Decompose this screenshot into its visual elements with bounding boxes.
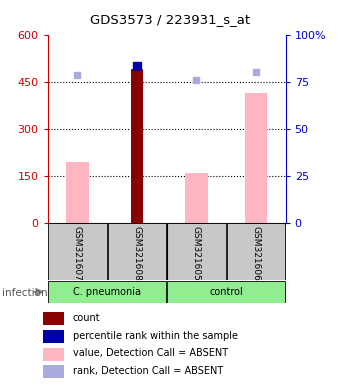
Text: rank, Detection Call = ABSENT: rank, Detection Call = ABSENT <box>73 366 223 376</box>
Bar <box>185 172 208 223</box>
Bar <box>48 223 106 280</box>
Text: C. pneumonia: C. pneumonia <box>73 287 141 297</box>
Text: GSM321607: GSM321607 <box>73 225 82 280</box>
Text: GSM321606: GSM321606 <box>251 225 260 280</box>
Text: GSM321608: GSM321608 <box>132 225 141 280</box>
Bar <box>244 93 267 223</box>
Bar <box>48 281 166 303</box>
Bar <box>66 162 89 223</box>
Bar <box>131 69 143 223</box>
Bar <box>43 312 64 325</box>
Bar <box>43 348 64 361</box>
Bar <box>167 223 225 280</box>
Bar <box>43 366 64 378</box>
Bar <box>167 281 285 303</box>
Text: count: count <box>73 313 101 323</box>
Text: infection: infection <box>2 288 47 298</box>
Bar <box>227 223 285 280</box>
Text: percentile rank within the sample: percentile rank within the sample <box>73 331 238 341</box>
Bar <box>108 223 166 280</box>
Text: GDS3573 / 223931_s_at: GDS3573 / 223931_s_at <box>90 13 250 26</box>
Text: GSM321605: GSM321605 <box>192 225 201 280</box>
Text: value, Detection Call = ABSENT: value, Detection Call = ABSENT <box>73 348 228 358</box>
Bar <box>43 330 64 343</box>
Text: control: control <box>209 287 243 297</box>
